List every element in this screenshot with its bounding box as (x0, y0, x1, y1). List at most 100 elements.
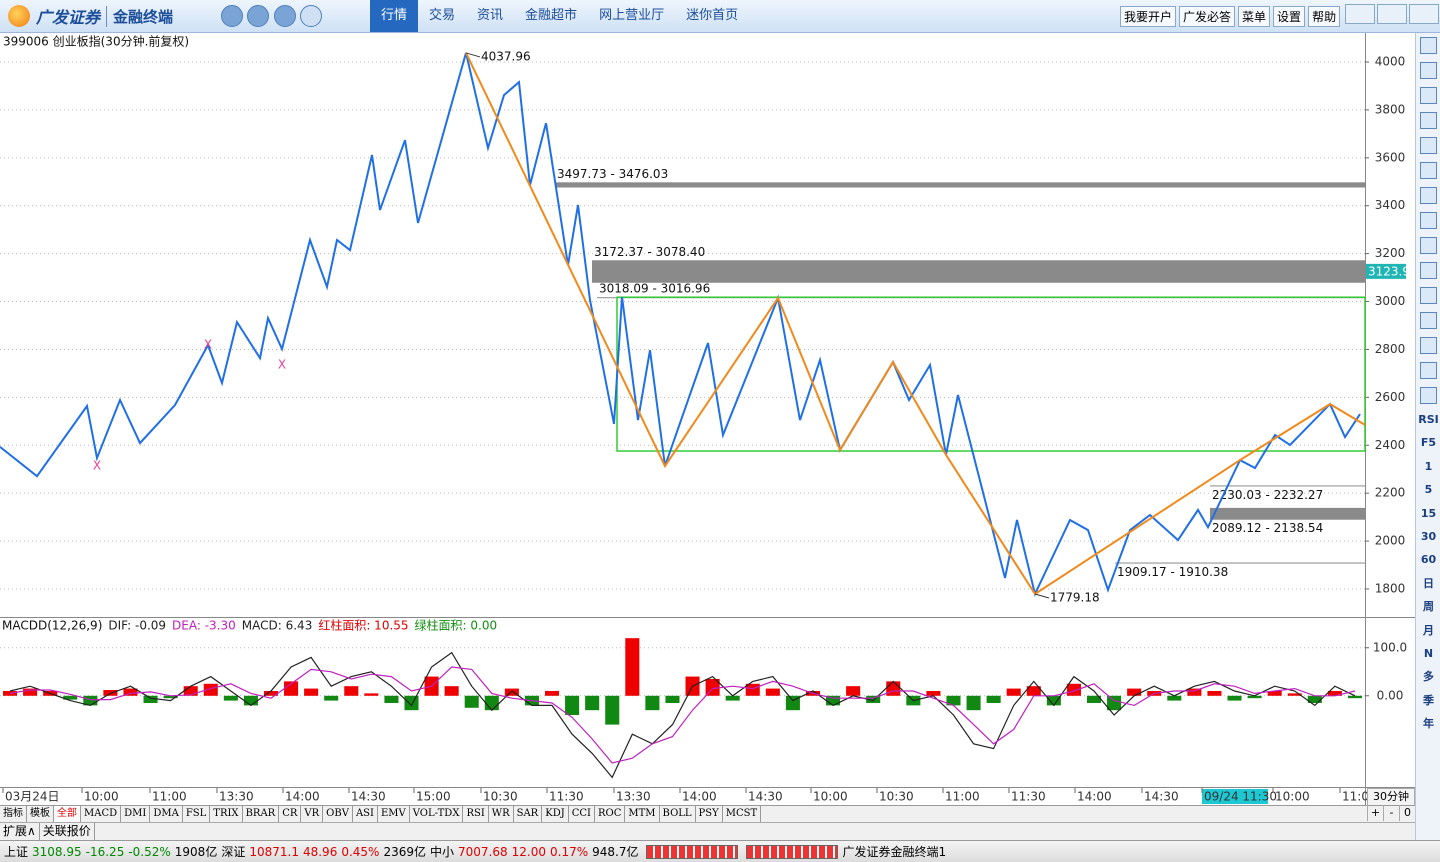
sub-tab[interactable]: 关联报价 (40, 823, 95, 840)
back-button[interactable] (247, 5, 269, 27)
sidebar-item[interactable]: 30 (1420, 529, 1437, 543)
top-button[interactable]: 帮助 (1308, 6, 1341, 27)
indicator-tab[interactable]: VR (301, 806, 324, 822)
sidebar-item[interactable]: 60 (1420, 553, 1437, 567)
indicator-tab[interactable]: 指标 (0, 806, 27, 822)
tool-icon[interactable] (1420, 237, 1437, 254)
sidebar-item[interactable]: 5 (1424, 483, 1433, 497)
indicator-tab[interactable]: 模板 (27, 806, 54, 822)
macd-bar (404, 695, 419, 711)
macd-bar (625, 638, 640, 696)
tool-icon[interactable] (1420, 262, 1437, 279)
indicator-tab[interactable]: EMV (378, 806, 410, 822)
macd-line (9, 651, 1356, 779)
zoom-button[interactable]: + (1367, 805, 1383, 821)
indicator-tab[interactable]: ASI (353, 806, 378, 822)
tool-icon[interactable] (1420, 87, 1437, 104)
close[interactable] (1409, 4, 1439, 24)
tool-icon[interactable] (1420, 212, 1437, 229)
forward-button[interactable] (274, 5, 296, 27)
indicator-tab[interactable]: CR (279, 806, 302, 822)
y-tick-label: 3000 (1375, 294, 1406, 308)
indicator-tab[interactable]: MACD (81, 806, 122, 822)
y-tick-label: 3400 (1375, 198, 1406, 212)
x-tick-label: 14:30 (351, 790, 386, 804)
nav-item[interactable]: 交易 (429, 8, 456, 23)
indicator-tab[interactable]: ROC (595, 806, 626, 822)
tool-icon[interactable] (1420, 37, 1437, 54)
nav-item[interactable]: 网上营业厅 (599, 8, 665, 23)
y-tick-label: 2600 (1375, 390, 1406, 404)
tool-icon[interactable] (1420, 287, 1437, 304)
sidebar-item[interactable]: 日 (1423, 576, 1434, 590)
top-button[interactable]: 我要开户 (1120, 6, 1177, 27)
nav-item[interactable]: 资讯 (477, 8, 504, 23)
collapse-button[interactable] (300, 5, 322, 27)
top-button[interactable]: 设置 (1273, 6, 1306, 27)
zoom-button[interactable]: 0 (1399, 805, 1415, 821)
macd-bar (143, 695, 158, 703)
indicator-tab[interactable]: FSL (183, 806, 211, 822)
sidebar-item[interactable]: F5 (1420, 436, 1437, 450)
home-button[interactable] (221, 5, 243, 27)
sidebar-item[interactable]: 年 (1423, 717, 1434, 731)
indicator-tab[interactable]: RSI (463, 806, 489, 822)
tool-icon[interactable] (1420, 362, 1437, 379)
top-button[interactable]: 菜单 (1238, 6, 1271, 27)
maximize[interactable] (1377, 4, 1407, 24)
x-tick-label: 11:00 (945, 790, 980, 804)
indicator-tab[interactable]: 全部 (54, 806, 81, 822)
macd-bar (946, 695, 961, 706)
indicator-tab[interactable]: DMA (150, 806, 183, 822)
sidebar-item[interactable]: 1 (1424, 459, 1433, 473)
nav-item[interactable]: 行情 (370, 0, 419, 32)
indicator-tab[interactable]: OBV (323, 806, 353, 822)
indicator-tab[interactable]: MTM (625, 806, 660, 822)
zoom-button[interactable]: - (1383, 805, 1399, 821)
gap-band (1210, 507, 1365, 520)
indicator-tab[interactable]: DMI (121, 806, 151, 822)
nav-item[interactable]: 金融超市 (525, 8, 578, 23)
minimize[interactable] (1345, 4, 1375, 24)
tool-icon[interactable] (1420, 312, 1437, 329)
indicator-tab[interactable]: KDJ (542, 806, 569, 822)
indicator-tab[interactable]: BOLL (660, 806, 696, 822)
tool-icon[interactable] (1420, 112, 1437, 129)
tool-icon[interactable] (1420, 162, 1437, 179)
macd-bar (846, 686, 861, 696)
sidebar-item[interactable]: 15 (1420, 506, 1437, 520)
sidebar-item[interactable]: 多 (1423, 670, 1434, 684)
macd-bar (464, 695, 479, 708)
tool-icon[interactable] (1420, 337, 1437, 354)
y-tick-label: 2000 (1375, 534, 1406, 548)
nav-item[interactable]: 迷你首页 (686, 8, 739, 23)
status-item: -16.25 (85, 844, 125, 859)
indicator-tab[interactable]: TRIX (210, 806, 243, 822)
tool-icon[interactable] (1420, 137, 1437, 154)
indicator-tab[interactable]: PSY (696, 806, 723, 822)
indicator-tab[interactable]: BRAR (243, 806, 280, 822)
tool-icon[interactable] (1420, 62, 1437, 79)
gap-label: 3497.73 - 3476.03 (557, 167, 668, 181)
sidebar-item[interactable]: RSI (1418, 413, 1439, 426)
sub-tab[interactable]: 扩展∧ (0, 823, 40, 840)
top-button[interactable]: 广发必答 (1179, 6, 1236, 27)
macd-bar (243, 695, 258, 706)
indicator-tab[interactable]: WR (489, 806, 514, 822)
status-item: 2369亿 (383, 845, 426, 859)
tool-icon[interactable] (1420, 387, 1437, 404)
sidebar-item[interactable]: 周 (1423, 600, 1434, 614)
indicator-tab[interactable]: CCI (569, 806, 595, 822)
sidebar-item[interactable]: 季 (1423, 693, 1434, 707)
indicator-tab[interactable]: SAR (514, 806, 543, 822)
indicator-tab[interactable]: VOL-TDX (410, 806, 464, 822)
last-price-bg (1366, 263, 1406, 279)
y-tick-label: 4000 (1375, 55, 1406, 69)
indicator-tab[interactable]: MCST (723, 806, 762, 822)
tool-icon[interactable] (1420, 187, 1437, 204)
sidebar-item[interactable]: N (1423, 646, 1434, 660)
x-tick-label: 15:00 (416, 790, 451, 804)
x-tick-label: 14:00 (285, 790, 320, 804)
sidebar-item[interactable]: 月 (1423, 623, 1434, 637)
period[interactable]: 30分钟 (1367, 788, 1415, 806)
